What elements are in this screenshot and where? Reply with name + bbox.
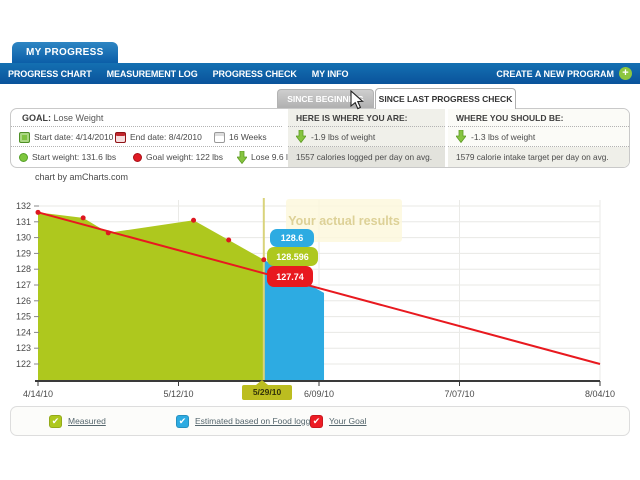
plus-icon: +: [619, 67, 632, 80]
progress-chart-plot[interactable]: 4/14/10 5/12/10 6/09/10 7/07/10 8/04/10 132 13…: [0, 168, 640, 408]
should-header: WHERE YOU SHOULD BE:: [448, 109, 629, 127]
dates-row: Start date: 4/14/2010 End date: 8/4/2010…: [11, 127, 282, 147]
here-calories-text: 1557 calories logged per day on avg.: [288, 147, 445, 167]
measured-point: [226, 237, 232, 243]
end-date-item: End date: 8/4/2010: [115, 127, 202, 147]
estimated-checkbox-icon[interactable]: ✔: [176, 414, 189, 428]
where-you-should-be-column: WHERE YOU SHOULD BE: -1.3 lbs of weight …: [448, 109, 629, 167]
should-weight-text: -1.3 lbs of weight: [471, 131, 536, 142]
weights-row: Start weight: 131.6 lbs Goal weight: 122…: [11, 147, 297, 167]
amcharts-credit-link[interactable]: chart by amCharts.com: [35, 172, 129, 182]
down-arrow-icon: [237, 150, 247, 164]
here-weight-row: -1.9 lbs of weight: [288, 127, 445, 147]
y-tick-label: 125: [16, 312, 31, 322]
duration-item: 16 Weeks: [214, 127, 267, 147]
start-weight-item: Start weight: 131.6 lbs: [19, 147, 116, 167]
x-tick-label: 7/07/10: [444, 389, 474, 399]
lose-item: Lose 9.6 lbs: [237, 147, 297, 167]
goal-weight-dot-icon: [133, 152, 142, 162]
navbar: PROGRESS CHART MEASUREMENT LOG PROGRESS …: [0, 63, 640, 84]
chart-legend: ✔ Measured ✔ Estimated based on Food log…: [10, 406, 630, 436]
y-tick-label: 130: [16, 233, 31, 243]
measured-value-balloon: 128.596: [267, 247, 318, 266]
here-header: HERE IS WHERE YOU ARE:: [288, 109, 445, 127]
down-arrow-icon: [456, 130, 466, 143]
estimated-based-on-food-logging-area: [263, 259, 325, 380]
y-tick-label: 124: [16, 327, 31, 337]
y-tick-label: 128: [16, 264, 31, 274]
mouse-cursor: [350, 90, 364, 110]
goal-summary-panel: GOAL: Lose Weight Start date: 4/14/2010 …: [10, 108, 630, 168]
goal-info-column: GOAL: Lose Weight Start date: 4/14/2010 …: [11, 109, 297, 167]
your-goal-line: [37, 211, 601, 365]
nav-progress-check[interactable]: PROGRESS CHECK: [212, 68, 297, 79]
cursor-date-balloon: 5/29/10: [242, 380, 292, 400]
x-tick-label: 6/09/10: [304, 389, 334, 399]
create-new-program-button[interactable]: CREATE A NEW PROGRAM +: [496, 67, 632, 80]
tab-my-progress[interactable]: MY PROGRESS: [12, 42, 118, 63]
y-tick-label: 127: [16, 280, 31, 290]
legend-item-estimated[interactable]: ✔ Estimated based on Food logging: [176, 407, 322, 435]
start-date-calendar-icon: [19, 131, 30, 143]
your-goal-checkbox-icon[interactable]: ✔: [310, 414, 323, 428]
should-calories-text: 1579 calorie intake target per day on av…: [448, 147, 629, 167]
lose-text: Lose 9.6 lbs: [251, 152, 297, 162]
here-weight-text: -1.9 lbs of weight: [311, 131, 376, 142]
tab-since-beginning[interactable]: SINCE BEGINNING: [277, 89, 374, 108]
start-date-item: Start date: 4/14/2010: [19, 127, 113, 147]
start-weight-text: Start weight: 131.6 lbs: [32, 152, 117, 162]
create-new-program-label: CREATE A NEW PROGRAM: [496, 68, 614, 79]
legend-your-goal-label[interactable]: Your Goal: [329, 416, 367, 426]
measured-point: [105, 230, 111, 236]
down-arrow-icon: [296, 130, 306, 143]
here-is-where-you-are-column: HERE IS WHERE YOU ARE: -1.9 lbs of weigh…: [288, 109, 445, 167]
start-weight-dot-icon: [19, 152, 28, 162]
measured-point: [35, 209, 41, 215]
end-date-text: End date: 8/4/2010: [130, 132, 202, 142]
y-tick-label: 131: [16, 217, 31, 227]
end-date-calendar-icon: [115, 131, 126, 143]
duration-text: 16 Weeks: [229, 132, 267, 142]
goal-weight-text: Goal weight: 122 lbs: [146, 152, 224, 162]
y-tick-label: 126: [16, 296, 31, 306]
legend-item-your-goal[interactable]: ✔ Your Goal: [310, 407, 367, 435]
measured-point: [80, 215, 86, 221]
estimated-value-balloon: 128.6: [270, 229, 314, 247]
tab-since-last-progress-check[interactable]: SINCE LAST PROGRESS CHECK: [375, 88, 516, 109]
y-tick-label: 129: [16, 248, 31, 258]
nav-measurement-log[interactable]: MEASUREMENT LOG: [106, 68, 198, 79]
x-tick-label: 8/04/10: [585, 389, 615, 399]
goal-weight-item: Goal weight: 122 lbs: [133, 147, 223, 167]
y-tick-label: 123: [16, 343, 31, 353]
nav-progress-chart[interactable]: PROGRESS CHART: [8, 68, 92, 79]
should-weight-row: -1.3 lbs of weight: [448, 127, 629, 147]
duration-calendar-icon: [214, 131, 225, 143]
y-tick-label: 132: [16, 201, 31, 211]
measured-checkbox-icon[interactable]: ✔: [49, 414, 62, 428]
goal-label: GOAL:: [22, 113, 51, 123]
goal-row: GOAL: Lose Weight: [11, 109, 282, 127]
legend-item-measured[interactable]: ✔ Measured: [49, 407, 106, 435]
measured-point: [261, 257, 267, 263]
nav-my-info[interactable]: MY INFO: [311, 68, 349, 79]
x-tick-label: 4/14/10: [23, 389, 53, 399]
goal-value-balloon: 127.74: [267, 266, 313, 287]
measured-point: [191, 217, 197, 223]
measured-area: [38, 212, 264, 380]
y-tick-label: 122: [16, 359, 31, 369]
x-tick-label: 5/12/10: [163, 389, 193, 399]
goal-value: Lose Weight: [53, 113, 104, 123]
legend-measured-label[interactable]: Measured: [68, 416, 106, 426]
start-date-text: Start date: 4/14/2010: [34, 132, 114, 142]
legend-estimated-label[interactable]: Estimated based on Food logging: [195, 416, 322, 426]
